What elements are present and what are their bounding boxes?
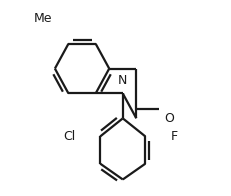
- Text: F: F: [170, 130, 177, 143]
- Text: N: N: [118, 74, 127, 87]
- Text: Me: Me: [34, 12, 52, 25]
- Text: Cl: Cl: [63, 130, 75, 143]
- Text: O: O: [164, 112, 174, 125]
